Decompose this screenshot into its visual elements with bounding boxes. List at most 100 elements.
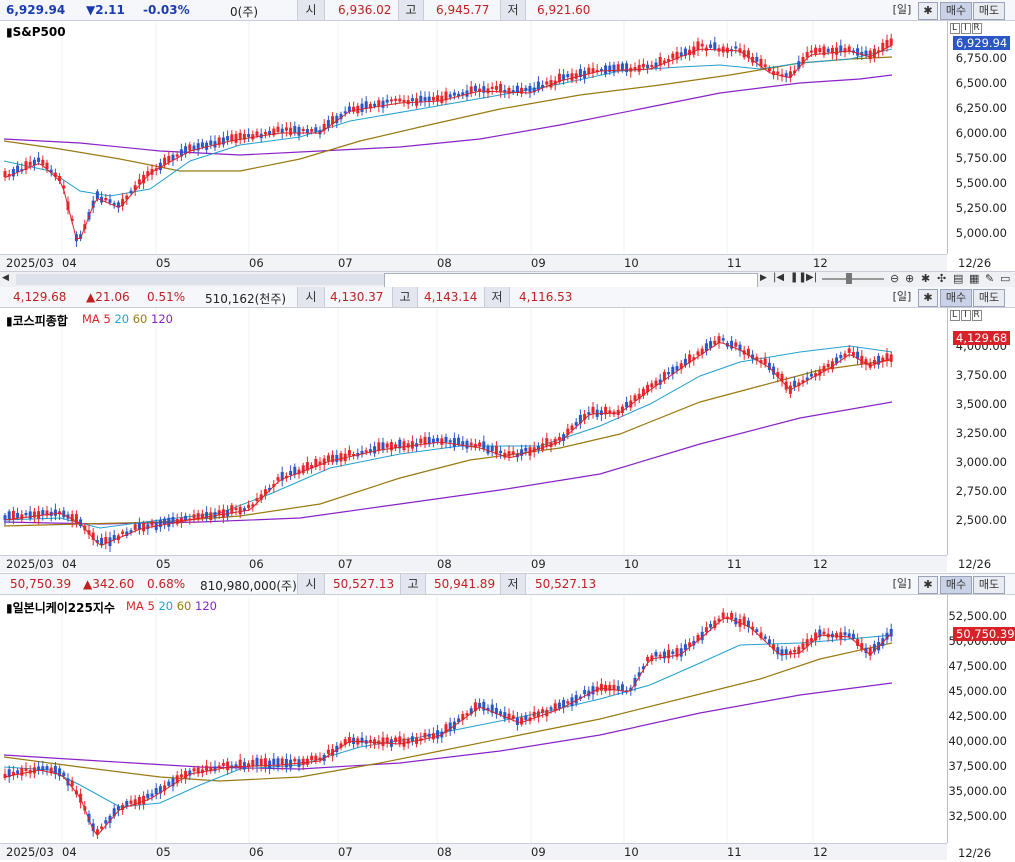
candle [482, 701, 486, 711]
low-label: 저 [500, 0, 526, 20]
candle [427, 437, 431, 445]
scroll-left-button[interactable]: ◀ [2, 273, 9, 283]
ma-legend-item: 120 [151, 312, 173, 326]
nikkei-chart-area[interactable]: ▮일본니케이225지수 MA 5 20 60 120 [0, 595, 948, 843]
candle [326, 455, 330, 462]
candle [767, 362, 771, 370]
candle [221, 509, 225, 518]
settings-button[interactable]: ✱ [918, 289, 938, 307]
ma5-line [4, 342, 892, 546]
candle [242, 508, 246, 512]
date-tick-label: 2025/03 [6, 557, 54, 571]
candle [431, 96, 435, 101]
candle [847, 46, 851, 52]
candle [28, 511, 32, 519]
price-tick-label: 37,500.00 [948, 759, 1007, 773]
candle [427, 733, 431, 738]
candle [32, 767, 36, 774]
zoom-out-icon[interactable]: ⊖ [890, 272, 900, 285]
chart-title: ▮S&P500 [6, 25, 66, 39]
candle [532, 447, 536, 453]
candle [486, 88, 490, 94]
period-button[interactable]: [일] [892, 3, 912, 16]
candle [100, 537, 104, 546]
buy-button[interactable]: 매수 [940, 576, 972, 594]
candle [79, 234, 83, 239]
pause-button[interactable]: ❚❚ [790, 272, 807, 283]
zoom-slider-handle[interactable] [846, 273, 852, 284]
candle [394, 98, 398, 101]
crosshair-icon[interactable]: ✣ [937, 272, 947, 285]
candle [221, 137, 225, 145]
sp500-chart-area[interactable]: ▮S&P500 [0, 21, 948, 254]
date-tick-label: 10 [624, 845, 639, 859]
candle [217, 510, 221, 516]
candle [276, 477, 280, 481]
zoom-in-icon[interactable]: ⊕ [905, 272, 915, 285]
candle [402, 738, 406, 747]
scroll-track[interactable] [16, 274, 384, 285]
candle [368, 449, 372, 453]
candle [364, 101, 368, 109]
candle [679, 648, 683, 657]
close-icon[interactable]: ▭ [1000, 272, 1011, 285]
candle [175, 154, 179, 157]
scroll-thumb[interactable] [384, 273, 758, 288]
buy-button[interactable]: 매수 [940, 289, 972, 307]
candle [763, 64, 767, 68]
candle [259, 758, 263, 766]
settings-button[interactable]: ✱ [918, 2, 938, 20]
kospi-chart-area[interactable]: ▮코스피종합 MA 5 20 60 120 [0, 308, 948, 555]
pct-value: -0.03% [143, 3, 190, 17]
chart-scrollbar[interactable]: ◀ ▶ |◀ ❚❚ ▶| ⊖ ⊕ ✱ ✣ ▤ ▦ ✎ ▭ [0, 271, 1015, 289]
settings-button[interactable]: ✱ [918, 576, 938, 594]
candle [683, 644, 687, 651]
ma20-line [3, 634, 893, 808]
candle [793, 380, 797, 387]
candle [91, 200, 95, 208]
buy-button[interactable]: 매수 [940, 2, 972, 20]
candle [746, 50, 750, 58]
edit-icon[interactable]: ✎ [985, 272, 995, 285]
candle [772, 366, 776, 375]
candle [679, 363, 683, 370]
candle [192, 768, 196, 772]
price-tick-label: 3,750.00 [955, 368, 1007, 382]
period-button[interactable]: [일] [892, 577, 912, 590]
last-button[interactable]: ▶| [806, 272, 818, 283]
sell-button[interactable]: 매도 [973, 289, 1005, 307]
candle [746, 348, 750, 356]
candle [608, 65, 612, 72]
zoom-slider[interactable] [822, 278, 884, 280]
candle [532, 87, 536, 93]
chart-icon[interactable]: ▦ [969, 272, 980, 285]
candle [280, 472, 284, 481]
save-icon[interactable]: ▤ [953, 272, 964, 285]
scroll-right-button[interactable]: ▶ [760, 273, 767, 283]
candle [373, 739, 377, 745]
candle [137, 523, 141, 530]
date-tick-label: 07 [338, 256, 353, 270]
gear-icon[interactable]: ✱ [921, 272, 931, 285]
candle [213, 512, 217, 518]
candle [167, 155, 171, 163]
candle [805, 639, 809, 647]
sell-button[interactable]: 매도 [973, 576, 1005, 594]
candle [473, 85, 477, 92]
period-button[interactable]: [일] [892, 290, 912, 303]
open-label: 시 [297, 287, 325, 307]
candle [625, 63, 629, 73]
candle [62, 510, 66, 518]
candle [877, 355, 881, 365]
candle [402, 441, 406, 451]
first-button[interactable]: |◀ [773, 272, 785, 283]
date-tick-label: 05 [156, 557, 171, 571]
candle [667, 649, 671, 659]
candle [683, 48, 687, 56]
kospi-chart [3, 308, 893, 555]
candle [885, 39, 889, 49]
sell-button[interactable]: 매도 [973, 2, 1005, 20]
candle [494, 85, 498, 90]
